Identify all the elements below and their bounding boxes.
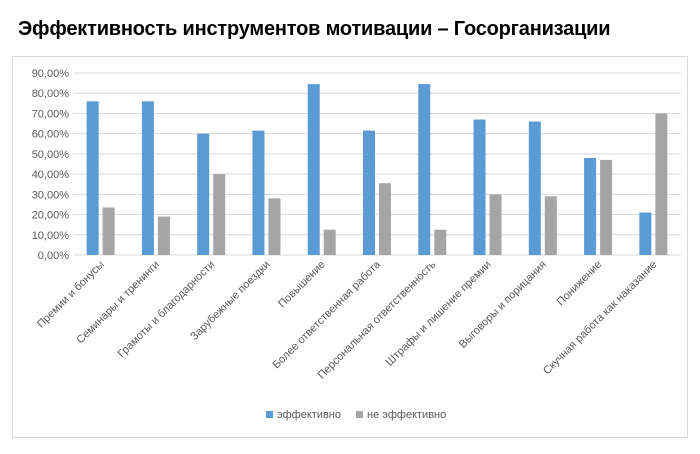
x-category-label: Более ответственная работа bbox=[271, 258, 384, 371]
bar-effective bbox=[474, 120, 486, 255]
y-tick-label: 60,00% bbox=[32, 129, 70, 141]
x-category-label: Понижение bbox=[555, 259, 605, 309]
bar-effective bbox=[87, 101, 99, 255]
chart-frame: 0,00% 10,00% 20,00% 30,00% 40,00% 50,00% 60,00… bbox=[12, 56, 688, 438]
bar-effective bbox=[252, 131, 264, 255]
bar-not-effective bbox=[324, 230, 336, 255]
x-category-label: Персональная ответственность bbox=[316, 258, 439, 381]
bar-not-effective bbox=[545, 196, 557, 255]
bar-effective bbox=[363, 131, 375, 255]
x-category-label: Штрафы и лишение премии bbox=[384, 259, 494, 369]
legend-swatch-not-effective bbox=[356, 411, 363, 418]
x-category-label: Скучная работа как наказание bbox=[541, 259, 660, 378]
bar-chart: 0,00% 10,00% 20,00% 30,00% 40,00% 50,00% 60,00… bbox=[13, 57, 689, 439]
bar-not-effective bbox=[268, 198, 280, 255]
bar-effective bbox=[142, 101, 154, 255]
bar-effective bbox=[418, 84, 430, 255]
legend-label-effective: эффективно bbox=[277, 409, 341, 421]
bar-not-effective bbox=[434, 230, 446, 255]
y-tick-label: 0,00% bbox=[38, 250, 69, 262]
bar-not-effective bbox=[600, 160, 612, 255]
legend-label-not-effective: не эффективно bbox=[367, 409, 446, 421]
y-tick-label: 10,00% bbox=[32, 230, 70, 242]
y-tick-label: 20,00% bbox=[32, 210, 70, 222]
y-tick-label: 30,00% bbox=[32, 189, 70, 201]
page-title: Эффективность инструментов мотивации – Г… bbox=[18, 18, 610, 41]
bar-not-effective bbox=[655, 113, 667, 255]
bar-effective bbox=[639, 213, 651, 255]
bar-effective bbox=[529, 122, 541, 255]
bar-effective bbox=[308, 84, 320, 255]
y-tick-label: 80,00% bbox=[32, 88, 70, 100]
bar-not-effective bbox=[379, 183, 391, 255]
x-category-label: Грамоты и благодарности bbox=[116, 259, 218, 361]
legend-swatch-effective bbox=[266, 411, 273, 418]
bar-not-effective bbox=[103, 207, 115, 255]
y-tick-label: 90,00% bbox=[32, 68, 70, 80]
y-tick-label: 50,00% bbox=[32, 149, 70, 161]
y-tick-label: 70,00% bbox=[32, 108, 70, 120]
bar-not-effective bbox=[158, 217, 170, 255]
x-category-label: Повышение bbox=[276, 259, 328, 311]
y-tick-label: 40,00% bbox=[32, 169, 70, 181]
bar-not-effective bbox=[213, 174, 225, 255]
bar-effective bbox=[197, 134, 209, 255]
bar-effective bbox=[584, 158, 596, 255]
bar-not-effective bbox=[490, 194, 502, 255]
